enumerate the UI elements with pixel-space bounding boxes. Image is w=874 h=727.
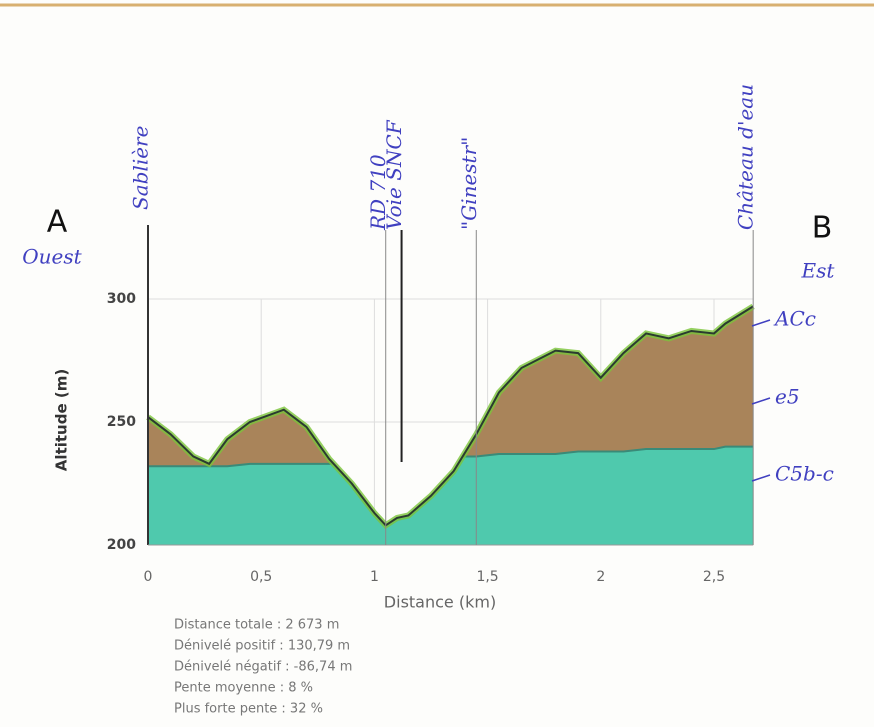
layer-pointer <box>752 320 770 326</box>
layer-label: C5b-c <box>775 462 834 486</box>
y-tick-label: 300 <box>107 291 136 307</box>
place-label: "Ginestr" <box>457 137 481 230</box>
layer-pointer <box>752 475 770 481</box>
x-tick-label: 0,5 <box>250 569 272 585</box>
x-tick-label: 0 <box>144 569 153 585</box>
place-label: Sablière <box>129 126 153 210</box>
y-axis-title: Altitude (m) <box>53 369 71 471</box>
page: Altitude (m) Distance (km) A B Ouest Est… <box>0 0 874 727</box>
chart: Altitude (m) Distance (km) A B Ouest Est… <box>0 0 874 727</box>
y-tick-label: 250 <box>107 414 136 430</box>
y-tick-label: 200 <box>107 537 136 553</box>
place-label: Château d'eau <box>734 84 758 230</box>
x-axis-title: Distance (km) <box>384 593 496 612</box>
direction-label: Est <box>801 259 836 283</box>
layer-label: ACc <box>773 307 816 331</box>
place-label: Voie SNCF <box>382 119 406 230</box>
x-tick-label: 1 <box>370 569 379 585</box>
stat-line: Dénivelé positif : 130,79 m <box>174 639 350 654</box>
layer-pointer <box>752 398 770 404</box>
stat-line: Plus forte pente : 32 % <box>174 702 323 717</box>
x-tick-label: 2 <box>596 569 605 585</box>
end-label: A <box>47 205 68 240</box>
layer-label: e5 <box>775 385 800 409</box>
x-tick-label: 2,5 <box>703 569 725 585</box>
stat-line: Dénivelé négatif : -86,74 m <box>174 660 352 675</box>
stat-line: Distance totale : 2 673 m <box>174 618 339 633</box>
end-label: B <box>812 211 833 246</box>
stat-line: Pente moyenne : 8 % <box>174 681 313 696</box>
direction-label: Ouest <box>22 245 82 269</box>
x-tick-label: 1,5 <box>476 569 498 585</box>
